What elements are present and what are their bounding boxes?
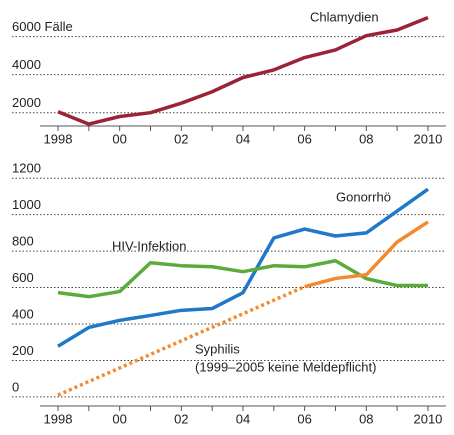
series-line: [57, 15, 429, 126]
x-tick-label: 2010: [413, 411, 442, 426]
y-tick-label: 1000: [12, 197, 41, 212]
y-tick-label: 2000: [12, 95, 41, 110]
y-tick-label: 0: [12, 379, 19, 394]
y-tick-label: 1200: [12, 161, 41, 176]
x-tick-label: 1998: [44, 131, 73, 146]
x-tick-label: 02: [174, 411, 188, 426]
x-tick-label: 06: [297, 411, 311, 426]
x-tick-label: 04: [236, 131, 250, 146]
y-tick-label: 6000 Fälle: [12, 19, 73, 34]
x-tick-label: 08: [359, 411, 373, 426]
x-tick-label: 2010: [413, 131, 442, 146]
series-label: Gonorrhö: [336, 189, 391, 204]
series-label: HIV-Infektion: [112, 238, 186, 253]
series-line: [57, 259, 428, 299]
x-tick-label: 00: [112, 411, 126, 426]
x-tick-label: 04: [236, 411, 250, 426]
series-line: [304, 220, 429, 289]
y-tick-label: 600: [12, 270, 34, 285]
x-tick-label: 06: [297, 131, 311, 146]
annotation: (1999–2005 keine Meldepflicht): [195, 359, 376, 374]
y-tick-label: 4000: [12, 57, 41, 72]
x-tick-label: 00: [112, 131, 126, 146]
x-tick-label: 02: [174, 131, 188, 146]
gap-connector: [57, 285, 306, 397]
x-tick-label: 1998: [44, 411, 73, 426]
series-label: Syphilis: [195, 341, 240, 356]
series-line: [57, 187, 429, 348]
y-tick-label: 800: [12, 234, 34, 249]
x-tick-label: 08: [359, 131, 373, 146]
series-label: Chlamydien: [310, 9, 379, 24]
y-tick-label: 200: [12, 343, 34, 358]
y-tick-label: 400: [12, 306, 34, 321]
